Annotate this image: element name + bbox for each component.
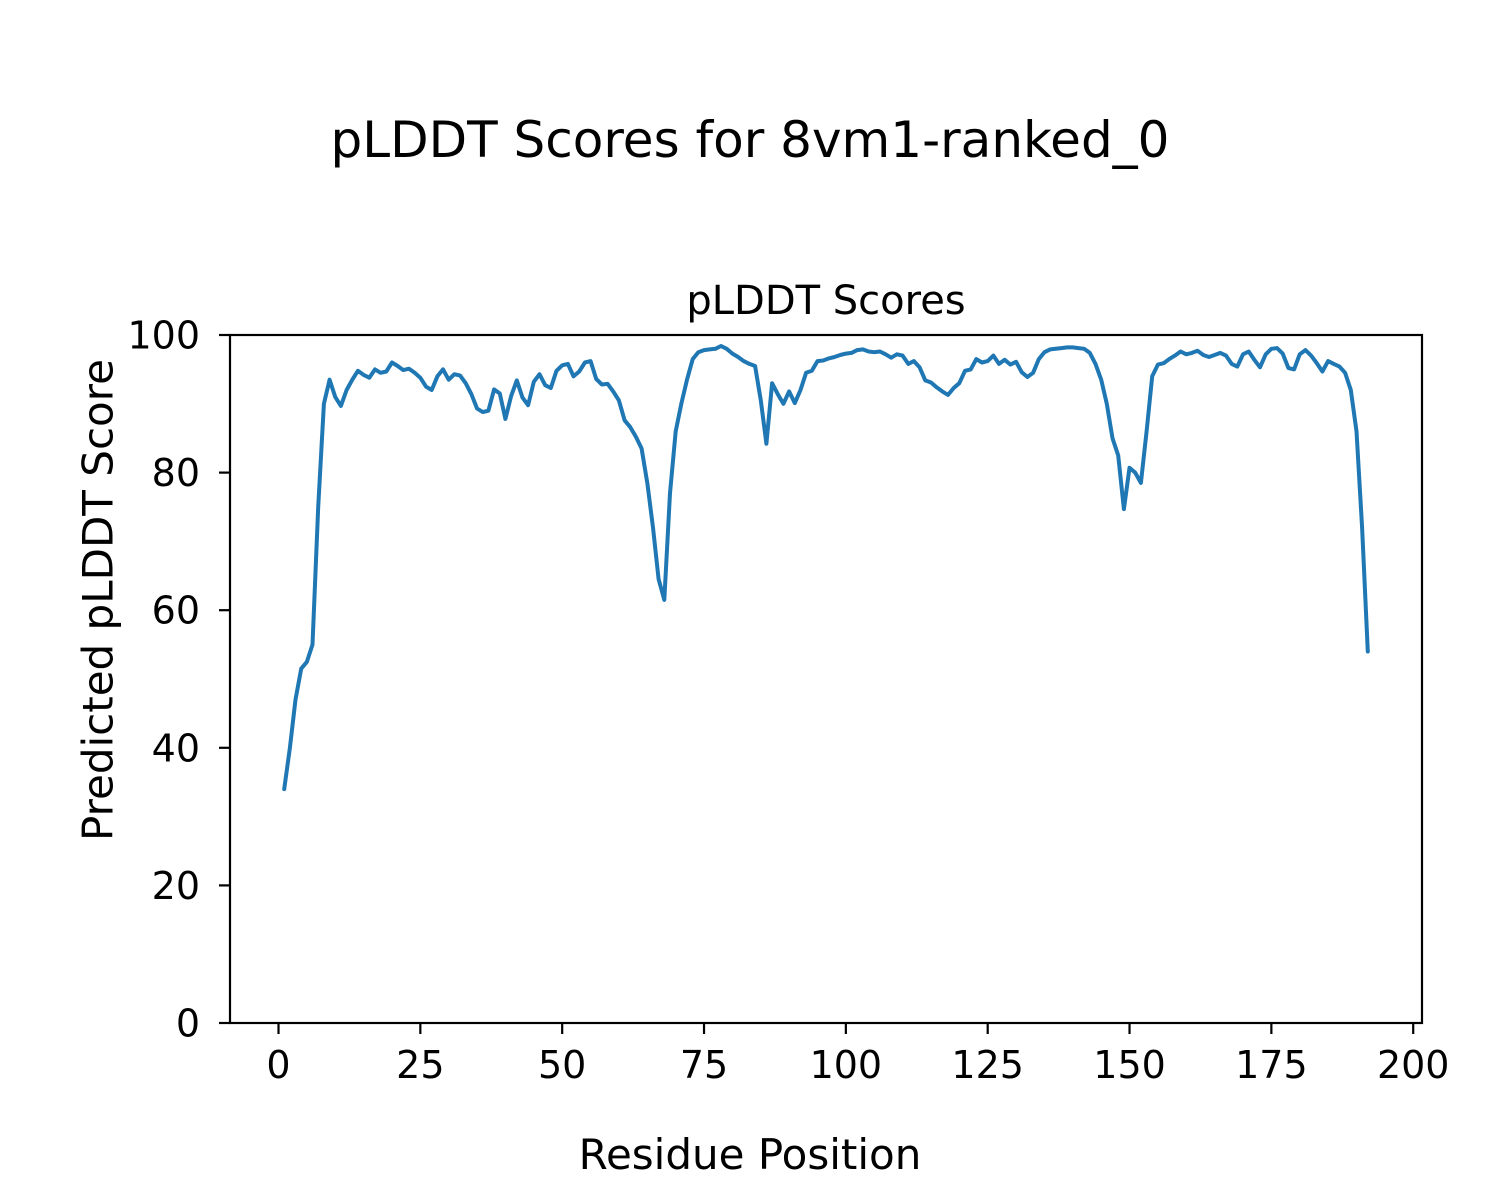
y-tick-label: 20 xyxy=(152,864,200,908)
x-tick-label: 0 xyxy=(266,1043,290,1087)
x-tick-label: 25 xyxy=(396,1043,444,1087)
x-tick-label: 75 xyxy=(680,1043,728,1087)
x-tick-label: 125 xyxy=(951,1043,1024,1087)
x-axis-label: Residue Position xyxy=(578,1130,922,1179)
y-tick-label: 0 xyxy=(176,1002,200,1046)
plddt-line xyxy=(282,344,1370,792)
axes-title: pLDDT Scores xyxy=(686,278,966,324)
y-tick-label: 60 xyxy=(152,589,200,633)
y-tick-label: 80 xyxy=(152,451,200,495)
x-tick-label: 50 xyxy=(538,1043,586,1087)
y-tick-label: 40 xyxy=(152,726,200,770)
y-tick-label: 100 xyxy=(127,314,200,358)
x-tick-label: 100 xyxy=(810,1043,883,1087)
x-tick-label: 150 xyxy=(1093,1043,1166,1087)
x-tick-label: 175 xyxy=(1235,1043,1308,1087)
x-tick-label: 200 xyxy=(1377,1043,1450,1087)
y-axis-label: Predicted pLDDT Score xyxy=(73,359,123,841)
plot-border xyxy=(228,333,1424,1025)
figure-suptitle: pLDDT Scores for 8vm1-ranked_0 xyxy=(330,111,1170,169)
